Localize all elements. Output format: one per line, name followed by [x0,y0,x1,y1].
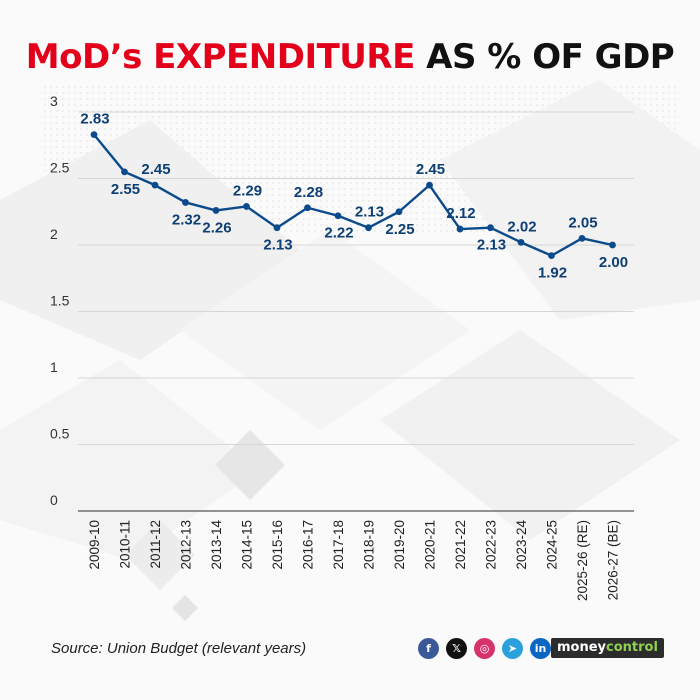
linkedin-icon[interactable]: in [530,638,551,659]
data-label: 2.32 [172,211,201,228]
data-label: 2.45 [141,161,170,178]
data-point [304,204,311,212]
data-point [212,207,220,214]
x-tick-label: 2013-14 [209,520,224,570]
data-point [487,224,494,232]
x-icon[interactable]: 𝕏 [446,638,467,659]
data-label: 2.25 [385,221,414,238]
x-tick-label: 2009-10 [87,520,102,570]
data-label: 2.45 [416,161,445,178]
data-label: 2.22 [324,225,353,242]
data-labels: 2.832.552.452.32 2.262.292.132.282.222.13… [80,111,628,282]
data-point [273,224,281,232]
y-axis-ticks: 0 0.5 1 1.5 2 2.5 3 [50,93,70,508]
data-point [151,181,159,189]
data-label: 2.83 [80,111,109,128]
data-label: 2.12 [446,205,475,222]
data-label: 2.02 [507,218,536,235]
data-point [243,203,250,210]
facebook-icon[interactable]: f [418,638,439,659]
data-point [121,168,128,176]
data-label: 2.29 [233,182,262,199]
y-tick-label: 1.5 [50,293,70,309]
data-point [334,212,342,220]
title-rest: AS % OF GDP [426,37,675,77]
data-point [426,181,433,189]
data-label: 2.13 [263,237,292,254]
instagram-icon[interactable]: ◎ [474,638,495,659]
series-line [93,133,613,257]
data-label: 2.13 [477,237,506,254]
y-tick-label: 0.5 [50,426,70,442]
data-label: 2.26 [202,219,231,236]
y-tick-label: 2.5 [50,160,70,176]
moneycontrol-logo: moneycontrol [551,638,664,658]
x-tick-label: 2012-13 [179,520,194,570]
x-tick-label: 2014-15 [240,520,255,570]
x-axis-ticks: 2009-10 2010-11 2011-12 2012-13 2013-14 2014-… [87,520,621,602]
x-tick-label: 2024-25 [545,520,560,570]
x-tick-label: 2015-16 [270,520,285,570]
source-note: Source: Union Budget (relevant years) [51,640,307,657]
x-tick-label: 2023-24 [514,520,529,570]
x-tick-label: 2018-19 [362,520,377,570]
data-point [90,131,98,139]
data-label: 2.00 [599,254,628,271]
x-tick-label: 2016-17 [301,520,316,570]
x-tick-label: 2019-20 [392,520,407,570]
chart-title: MoD’s EXPENDITURE AS % OF GDP [0,36,700,78]
data-point [395,208,403,216]
data-point [456,225,464,233]
x-tick-label: 2021-22 [453,520,468,570]
data-label: 2.05 [568,214,597,231]
x-tick-label: 2020-21 [423,520,438,570]
data-label: 2.55 [111,181,140,198]
y-tick-label: 0 [50,492,58,508]
data-points [90,131,616,260]
x-tick-label: 2025-26 (RE) [575,520,590,601]
data-point [517,238,525,246]
y-tick-label: 1 [50,359,58,375]
grid-lines [78,111,634,512]
telegram-icon[interactable]: ➤ [502,638,523,659]
data-point [365,224,372,232]
y-tick-label: 3 [50,93,58,109]
series-line-path [93,133,613,257]
data-point [182,199,189,206]
title-highlight: MoD’s EXPENDITURE [25,37,416,77]
data-label: 2.13 [355,204,384,221]
x-tick-label: 2017-18 [331,520,346,570]
x-tick-label: 2026-27 (BE) [606,520,621,600]
x-tick-label: 2010-11 [118,520,133,569]
data-point [548,252,555,260]
x-tick-label: 2011-12 [148,520,163,569]
x-tick-label: 2022-23 [484,520,499,570]
data-point [609,241,616,249]
y-tick-label: 2 [50,226,58,242]
data-label: 2.28 [294,184,323,201]
data-point [578,234,586,242]
data-label: 1.92 [538,265,567,282]
